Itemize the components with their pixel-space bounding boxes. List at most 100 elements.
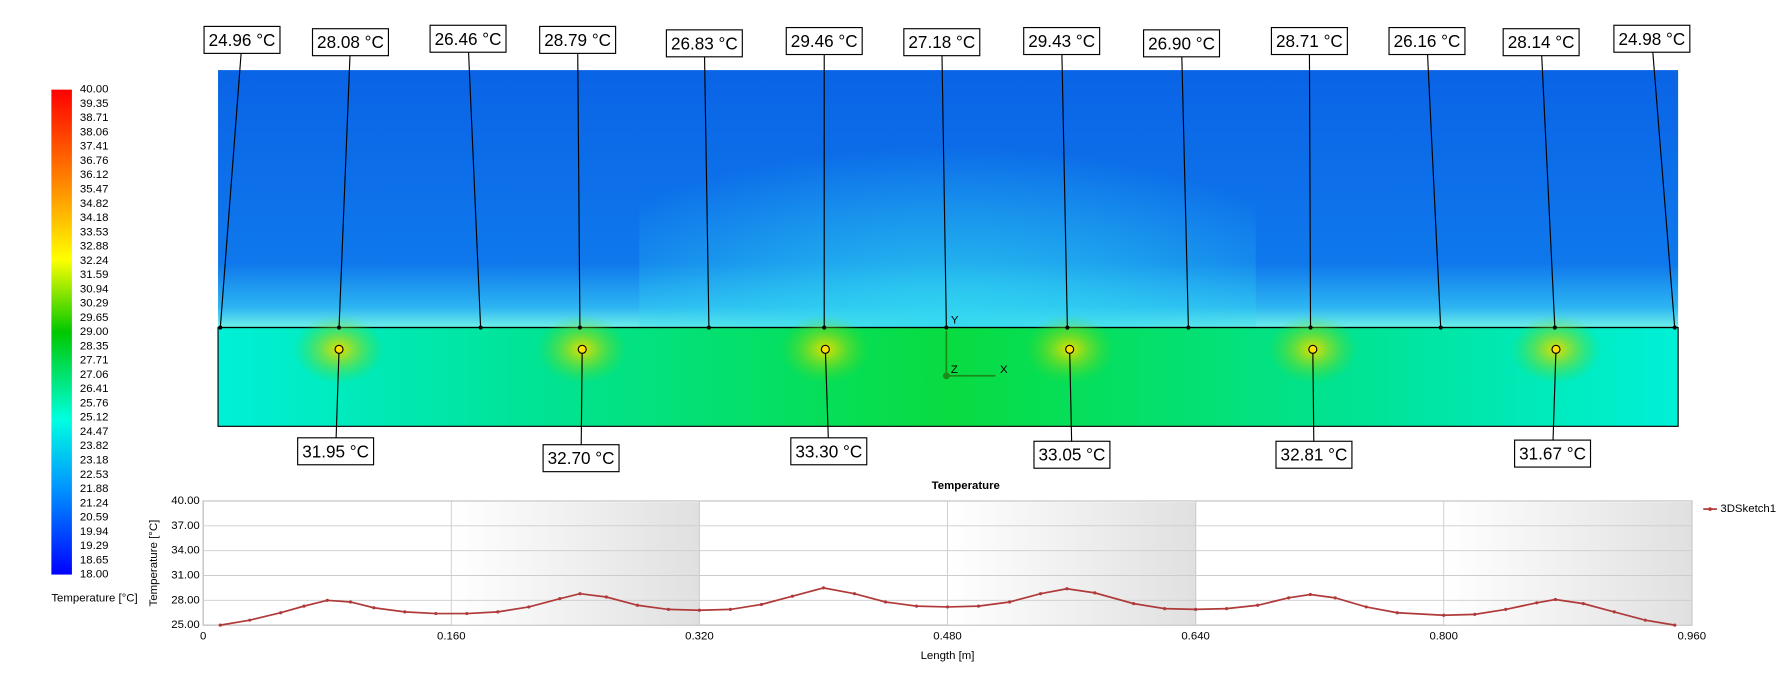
y-tick-label: 28.00 [171, 594, 200, 606]
colorbar-label: 19.29 [80, 540, 109, 552]
legend-label: 3DSketch1 [1720, 503, 1776, 515]
probe-point [577, 344, 587, 354]
top-probe-box [903, 28, 981, 57]
series-point [1287, 596, 1291, 600]
series-point [325, 598, 329, 602]
colorbar-title: Temperature [°C] [51, 593, 137, 605]
probe-point [1672, 325, 1677, 330]
top-probe-label: 26.16 °C [1394, 31, 1461, 51]
colorbar-label: 33.53 [80, 226, 109, 238]
bottom-probe-label: 31.95 °C [302, 441, 369, 461]
top-probe-label: 29.46 °C [791, 31, 858, 51]
series-point [883, 600, 888, 604]
triad-z-label: Z [951, 364, 958, 376]
series-point [1065, 587, 1069, 591]
x-tick-label: 0.640 [1181, 631, 1210, 643]
colorbar-label: 34.18 [80, 212, 109, 224]
series-point [728, 607, 733, 612]
colorbar-label: 20.59 [80, 512, 109, 524]
colorbar-label: 36.12 [80, 169, 109, 181]
top-probe-leader [1180, 44, 1189, 328]
bottom-probe-box [1275, 440, 1353, 469]
colorbar-label: 25.76 [80, 397, 109, 409]
colorbar-label: 31.59 [80, 269, 109, 281]
legend-marker [1708, 507, 1712, 511]
series-point [218, 623, 222, 627]
colorbar-label: 19.94 [80, 526, 109, 538]
colorbar-label: 28.35 [80, 340, 109, 352]
y-tick-label: 37.00 [171, 520, 200, 532]
series-point [666, 607, 670, 612]
bottom-probe-leader [1312, 349, 1315, 457]
top-probe-box [1502, 28, 1580, 57]
colorbar-label: 21.88 [80, 483, 109, 495]
series-point [1256, 603, 1260, 607]
top-probe-leader [1308, 42, 1312, 328]
plot-band [1444, 502, 1692, 626]
top-probe-leader [577, 41, 581, 328]
series-point [1504, 607, 1508, 612]
series-point [1442, 613, 1446, 617]
bottom-probe-leader [335, 349, 340, 453]
top-probe-box [785, 26, 863, 56]
triad-x-label: X [1000, 364, 1008, 376]
top-probe-leader [941, 43, 947, 328]
colorbar-label: 27.71 [80, 355, 109, 367]
probe-point [1186, 325, 1191, 330]
x-tick-label: 0 [200, 631, 206, 643]
colorbar-label: 32.24 [80, 255, 109, 267]
x-tick-label: 0.800 [1429, 631, 1458, 643]
probe-point [822, 325, 827, 330]
probe-point [1308, 325, 1313, 330]
bottom-probe-label: 32.81 °C [1281, 445, 1348, 465]
triad-origin [942, 372, 950, 380]
top-probe-label: 27.18 °C [908, 32, 975, 52]
series-point [604, 595, 608, 599]
top-probe-label: 26.90 °C [1148, 33, 1215, 53]
x-axis-title: Length [m] [921, 650, 975, 662]
colorbar-label: 35.47 [80, 183, 109, 195]
series-point [279, 611, 283, 615]
colorbar-label: 34.82 [80, 198, 109, 210]
series-point [578, 592, 582, 596]
probe-point [944, 325, 949, 330]
series-point [1473, 612, 1477, 616]
colorbar-label: 29.00 [80, 326, 109, 338]
bottom-probe-box [1033, 440, 1111, 469]
series-point [914, 604, 919, 608]
top-probe-leader [1540, 43, 1556, 328]
y-tick-label: 25.00 [171, 619, 200, 631]
probe-point [820, 344, 830, 354]
bottom-probe-leader [824, 349, 830, 453]
series-point [1364, 605, 1368, 609]
probe-point [1065, 325, 1070, 330]
top-probe-label: 26.83 °C [671, 33, 738, 53]
series-point [403, 610, 407, 614]
series-point [496, 610, 500, 614]
top-probe-leader [219, 41, 243, 328]
colorbar-label: 38.71 [80, 112, 109, 124]
bottom-probe-leader [1069, 349, 1073, 457]
series-point [302, 604, 306, 608]
top-probe-leader [467, 40, 482, 328]
x-tick-label: 0.320 [685, 631, 714, 643]
bottom-probe-label: 33.05 °C [1039, 445, 1106, 465]
chart-title: Temperature [932, 480, 1000, 492]
bottom-probe-label: 31.67 °C [1519, 444, 1586, 464]
series-point [527, 605, 531, 609]
series-point [1038, 592, 1043, 596]
colorbar-label: 18.65 [80, 554, 109, 566]
colorbar [51, 89, 72, 575]
series-point [1581, 602, 1585, 606]
probe-point [706, 325, 711, 330]
colorbar-label: 39.35 [80, 98, 109, 110]
plume [639, 70, 1256, 328]
series-point [1308, 592, 1312, 597]
top-probe-label: 28.71 °C [1276, 31, 1343, 51]
series-point [945, 605, 950, 609]
series-point [465, 611, 469, 616]
series-point [821, 586, 826, 590]
top-probe-leader [1061, 42, 1068, 328]
x-tick-label: 0.960 [1678, 631, 1707, 643]
